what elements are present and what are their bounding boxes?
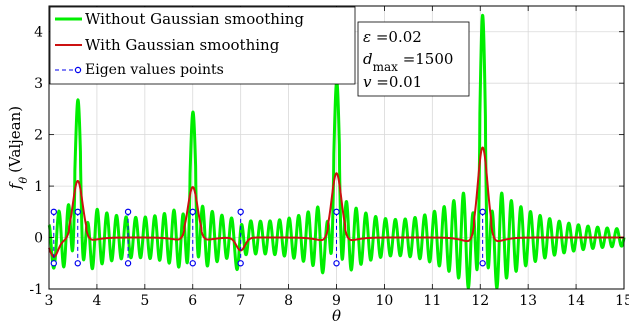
y-axis-label-rest: (Valjean) (6, 106, 24, 173)
x-axis-label: θ (332, 307, 341, 325)
y-tick-label: 2 (34, 128, 43, 144)
parameter-annotation: ε =0.02 dmax =1500 v =0.01 (357, 21, 470, 97)
legend-label-eigen-points: Eigen values points (85, 62, 224, 78)
parameter-dmax: dmax =1500 (363, 50, 453, 74)
x-tick-label: 5 (140, 293, 149, 309)
y-tick-label: 4 (34, 25, 43, 41)
eigen-point-bottom (479, 260, 486, 267)
eigen-point-bottom (189, 260, 196, 267)
legend-box (49, 6, 356, 85)
x-tick-label: 9 (332, 293, 341, 309)
y-axis-label-symbol: f (6, 181, 24, 190)
eigen-point-bottom (237, 260, 244, 267)
parameter-box (357, 21, 470, 97)
y-tick-label: 3 (34, 76, 43, 92)
legend-label-without-smoothing: Without Gaussian smoothing (85, 10, 304, 28)
x-tick-label: 4 (92, 293, 101, 309)
y-axis-label: fθ (Valjean) (6, 106, 30, 190)
parameter-epsilon: ε =0.02 (363, 28, 422, 46)
x-tick-label: 10 (376, 293, 394, 309)
eigen-point-top (74, 208, 81, 216)
parameter-dmax-symbol: d (363, 50, 373, 68)
eigen-point-top (333, 208, 340, 216)
x-tick-label: 12 (471, 293, 489, 309)
x-tick-label: 7 (236, 293, 245, 309)
eigen-point-bottom (50, 260, 57, 267)
series-line-with-smoothing (48, 146, 625, 258)
x-tick-label: 3 (45, 293, 54, 309)
x-tick-label: 6 (188, 293, 197, 309)
parameter-dmax-subscript: max (373, 60, 399, 74)
eigen-point-top (124, 208, 132, 216)
eigen-point-bottom (124, 260, 132, 267)
y-tick-label: 0 (34, 231, 43, 247)
legend-label-with-smoothing: With Gaussian smoothing (85, 36, 280, 54)
parameter-v: v =0.01 (363, 73, 422, 91)
y-tick-label: 1 (34, 179, 43, 195)
parameter-v-value: =0.01 (371, 73, 422, 91)
parameter-v-symbol: v (363, 73, 372, 91)
x-tick-label: 15 (615, 293, 629, 309)
eigen-point-top (479, 208, 486, 216)
parameter-epsilon-value: =0.02 (371, 28, 422, 46)
eigen-point-bottom (74, 260, 81, 267)
x-tick-label: 11 (423, 293, 441, 309)
eigen-point-bottom (333, 260, 340, 267)
x-tick-label: 8 (284, 293, 293, 309)
parameter-epsilon-symbol: ε (363, 28, 371, 46)
parameter-dmax-value: =1500 (398, 50, 454, 68)
x-tick-label: 14 (567, 293, 585, 309)
eigen-point-top (50, 208, 57, 216)
eigen-point-top (189, 208, 196, 216)
x-tick-label: 13 (519, 293, 537, 309)
y-tick-label: -1 (29, 282, 43, 298)
legend: Without Gaussian smoothing With Gaussian… (49, 6, 356, 85)
eigen-point-top (237, 208, 244, 216)
y-axis-label-subscript: θ (17, 177, 30, 184)
legend-marker-eigen-points (74, 66, 82, 74)
